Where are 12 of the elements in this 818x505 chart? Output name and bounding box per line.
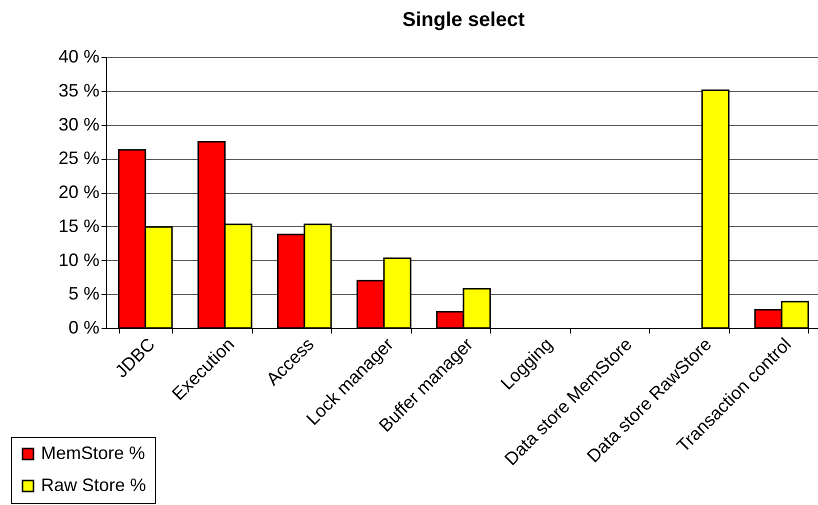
chart-title: Single select — [402, 9, 525, 31]
y-tick-label: 5 % — [68, 284, 100, 304]
y-tick-label: 30 % — [58, 114, 100, 134]
legend-label: Raw Store % — [41, 475, 146, 495]
y-tick-label: 35 % — [58, 80, 100, 100]
y-tick-label: 25 % — [58, 148, 100, 168]
y-tick-label: 15 % — [58, 216, 100, 236]
legend-label: MemStore % — [41, 443, 146, 463]
y-tick-label: 20 % — [58, 182, 100, 202]
y-tick-label: 10 % — [58, 250, 100, 270]
y-tick-label: 40 % — [58, 46, 100, 66]
y-tick-label: 0 % — [68, 318, 100, 338]
